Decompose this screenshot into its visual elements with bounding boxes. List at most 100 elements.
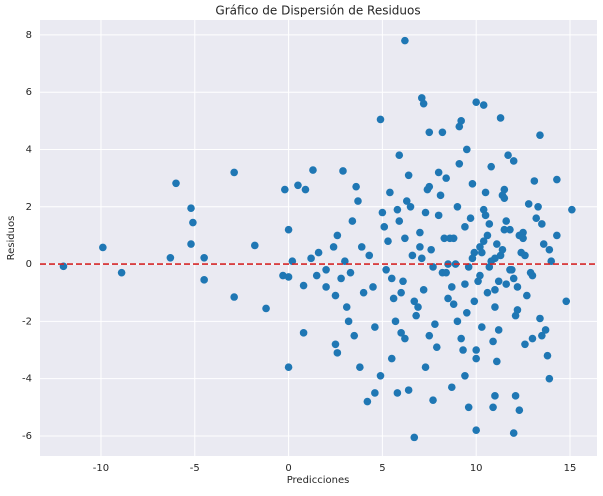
point bbox=[524, 200, 533, 208]
point bbox=[434, 168, 443, 177]
y-tick-label: 8 bbox=[26, 30, 32, 41]
point bbox=[312, 271, 321, 280]
point bbox=[500, 194, 509, 202]
point bbox=[476, 271, 484, 280]
point bbox=[331, 340, 340, 349]
point bbox=[500, 225, 509, 234]
point bbox=[534, 202, 542, 211]
point bbox=[472, 98, 480, 107]
point bbox=[500, 185, 509, 194]
point bbox=[481, 188, 490, 197]
point bbox=[421, 208, 430, 217]
point bbox=[479, 101, 488, 109]
point bbox=[419, 286, 428, 294]
x-tick-label: 15 bbox=[564, 463, 577, 474]
point bbox=[494, 326, 503, 334]
point bbox=[461, 280, 469, 288]
point bbox=[562, 297, 571, 306]
y-tick-label: 4 bbox=[26, 144, 32, 155]
point bbox=[393, 389, 402, 397]
point bbox=[532, 214, 541, 223]
point bbox=[284, 363, 293, 371]
point bbox=[393, 205, 402, 214]
x-tick-label: 10 bbox=[470, 463, 483, 474]
point bbox=[322, 265, 330, 274]
point bbox=[333, 231, 342, 240]
point bbox=[485, 220, 494, 228]
point bbox=[502, 280, 510, 288]
point bbox=[487, 162, 495, 171]
point bbox=[406, 202, 415, 211]
point bbox=[434, 211, 443, 220]
point bbox=[404, 386, 413, 394]
point bbox=[498, 245, 507, 254]
y-tick-label: 2 bbox=[26, 202, 32, 213]
point bbox=[294, 181, 302, 190]
point bbox=[337, 274, 345, 283]
point bbox=[496, 251, 505, 260]
point bbox=[322, 283, 330, 291]
point bbox=[481, 211, 490, 220]
point bbox=[431, 320, 439, 329]
y-tick-label: -6 bbox=[22, 431, 32, 442]
point bbox=[541, 326, 550, 334]
point bbox=[493, 240, 501, 248]
point bbox=[444, 294, 452, 303]
point bbox=[438, 128, 447, 137]
point bbox=[472, 426, 480, 435]
point bbox=[410, 297, 419, 306]
point bbox=[384, 237, 392, 245]
x-axis-label: Predicciones bbox=[287, 475, 350, 486]
point bbox=[523, 291, 531, 300]
point bbox=[485, 263, 494, 271]
point bbox=[284, 225, 293, 234]
point bbox=[401, 334, 409, 343]
point bbox=[309, 166, 317, 174]
point bbox=[449, 234, 458, 243]
point bbox=[329, 243, 338, 251]
y-tick-label: -2 bbox=[22, 316, 32, 327]
point bbox=[172, 179, 180, 188]
point bbox=[493, 357, 501, 366]
point bbox=[457, 117, 465, 125]
point bbox=[408, 251, 417, 260]
point bbox=[386, 188, 394, 197]
point bbox=[344, 317, 353, 326]
point bbox=[538, 331, 546, 340]
point bbox=[357, 243, 366, 251]
point bbox=[464, 263, 473, 271]
point bbox=[453, 317, 462, 326]
point bbox=[539, 240, 548, 248]
point bbox=[536, 131, 544, 139]
point bbox=[369, 283, 377, 291]
point bbox=[511, 311, 520, 320]
point bbox=[487, 257, 495, 266]
point bbox=[166, 253, 175, 262]
point bbox=[461, 223, 469, 231]
point bbox=[506, 265, 514, 274]
point bbox=[299, 329, 308, 337]
point bbox=[331, 291, 340, 300]
point bbox=[421, 363, 430, 371]
point bbox=[376, 371, 385, 380]
point bbox=[350, 331, 359, 340]
point bbox=[568, 205, 576, 214]
point bbox=[402, 197, 411, 205]
point bbox=[397, 329, 405, 337]
point bbox=[230, 168, 238, 177]
point bbox=[399, 277, 407, 286]
point bbox=[429, 263, 437, 271]
x-tick-label: -5 bbox=[190, 463, 200, 474]
point bbox=[468, 254, 477, 263]
x-tick-label: 0 bbox=[285, 463, 291, 474]
x-tick-label: 5 bbox=[379, 463, 385, 474]
point bbox=[519, 234, 527, 243]
point bbox=[478, 323, 486, 331]
point bbox=[189, 218, 197, 227]
point bbox=[472, 354, 480, 363]
point bbox=[453, 202, 462, 211]
point bbox=[200, 253, 208, 262]
point bbox=[414, 303, 422, 311]
point bbox=[463, 145, 471, 154]
point bbox=[442, 174, 450, 182]
